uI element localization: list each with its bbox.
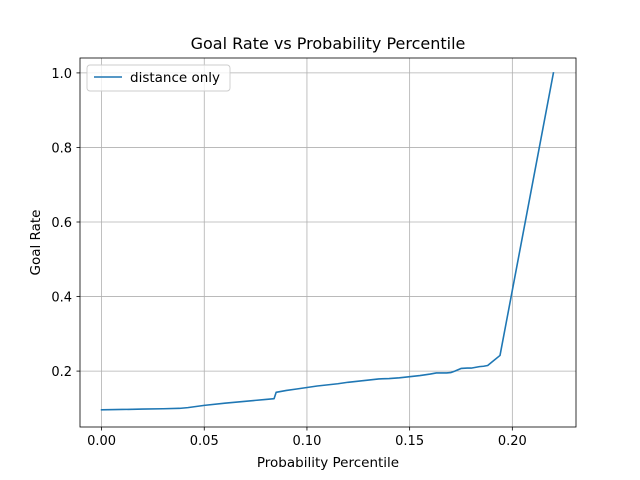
y-axis-label: Goal Rate [28, 210, 44, 276]
x-tick-label: 0.00 [87, 434, 116, 449]
y-tick-label: 0.8 [51, 141, 72, 156]
y-tick-label: 1.0 [51, 67, 72, 82]
chart-title: Goal Rate vs Probability Percentile [191, 34, 466, 53]
x-tick-label: 0.10 [292, 434, 321, 449]
plot-area-frame [79, 57, 577, 428]
x-tick-label: 0.05 [190, 434, 219, 449]
legend-box [86, 64, 231, 92]
y-tick-label: 0.6 [51, 216, 72, 231]
x-tick-label: 0.20 [498, 434, 527, 449]
x-tick-label: 0.15 [395, 434, 424, 449]
legend-label-distance-only: distance only [130, 70, 220, 86]
grid [80, 58, 576, 427]
y-tick-label: 0.2 [51, 365, 72, 380]
legend: distance only [86, 64, 231, 92]
series-line-distance-only [100, 71, 555, 411]
y-tick-label: 0.4 [51, 291, 72, 306]
x-axis-label: Probability Percentile [257, 455, 399, 471]
axis-ticks: 0.00 0.05 0.10 0.15 0.20 0.2 0.4 0.6 0.8 1.0 [51, 67, 526, 449]
